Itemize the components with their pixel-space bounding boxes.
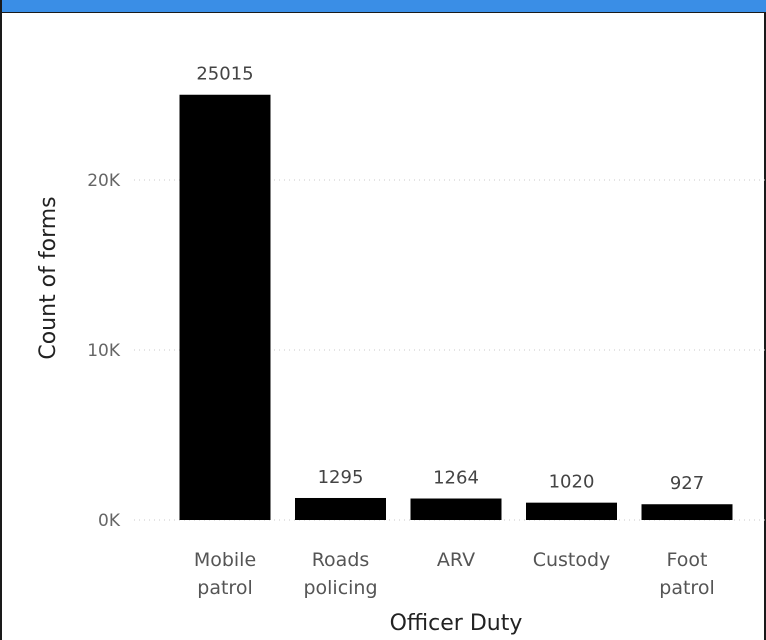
x-category-label: Foot bbox=[667, 549, 708, 571]
x-category-label: Custody bbox=[533, 549, 611, 571]
x-category-label: Roads bbox=[312, 549, 370, 571]
data-label: 1020 bbox=[549, 472, 595, 493]
x-category-label: patrol bbox=[197, 577, 252, 599]
bar[interactable] bbox=[526, 502, 617, 520]
visual-header-band bbox=[2, 0, 766, 13]
x-axis-title: Officer Duty bbox=[390, 611, 523, 636]
y-tick-label: 0K bbox=[98, 511, 121, 531]
x-category-label: ARV bbox=[437, 549, 475, 571]
bar[interactable] bbox=[295, 497, 386, 520]
data-labels: 25015 1295 1264 1020 927 bbox=[196, 64, 704, 494]
data-label: 927 bbox=[670, 473, 704, 494]
data-label: 1264 bbox=[433, 468, 479, 489]
x-category-label: patrol bbox=[659, 577, 714, 599]
y-axis-title: Count of forms bbox=[36, 196, 61, 359]
bar[interactable] bbox=[179, 94, 271, 521]
bar[interactable] bbox=[641, 504, 733, 520]
x-category-label: Mobile bbox=[194, 549, 256, 571]
bars bbox=[179, 94, 733, 521]
y-tick-label: 10K bbox=[87, 341, 121, 361]
x-axis-categories: Mobile patrol Roads policing ARV Custody Foot p… bbox=[194, 549, 715, 599]
y-tick-label: 20K bbox=[87, 171, 121, 191]
y-axis-ticks: 0K 10K 20K bbox=[87, 171, 121, 531]
data-label: 25015 bbox=[196, 64, 253, 85]
bar[interactable] bbox=[410, 498, 502, 520]
data-label: 1295 bbox=[318, 467, 364, 488]
x-category-label: policing bbox=[303, 577, 377, 599]
